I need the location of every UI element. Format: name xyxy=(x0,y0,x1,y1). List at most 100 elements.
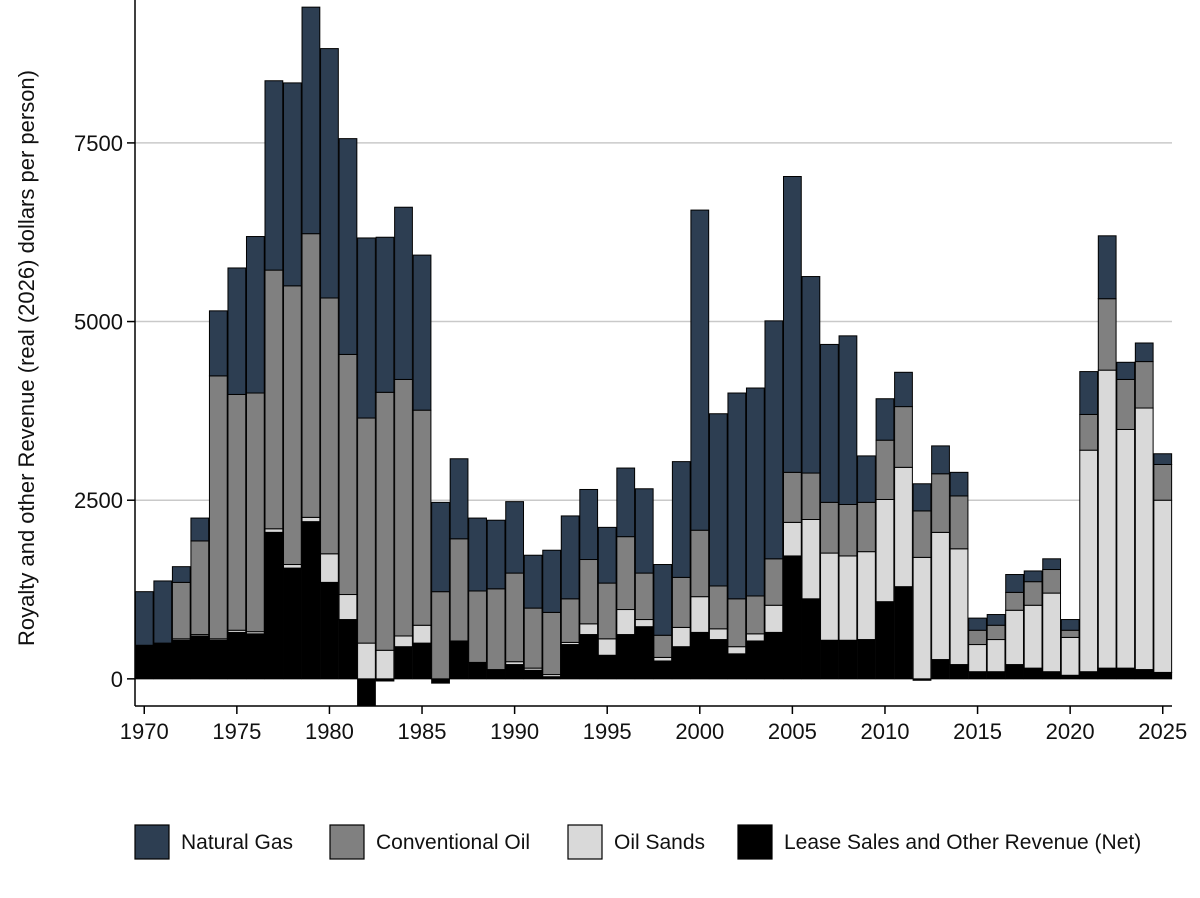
bar-1984-natural-gas xyxy=(394,206,413,380)
bar-2021-natural-gas xyxy=(1079,371,1099,415)
bar-2012-natural-gas xyxy=(912,483,932,512)
bar-1996-lease-sales-and-other-revenue-net xyxy=(616,634,636,680)
bar-2015-oil-sands xyxy=(968,644,987,673)
bar-1980-natural-gas xyxy=(320,48,339,299)
bar-1999-natural-gas xyxy=(671,461,691,578)
legend-label-natural-gas: Natural Gas xyxy=(181,831,293,854)
bar-2024-oil-sands xyxy=(1134,407,1154,671)
bar-1985-oil-sands xyxy=(412,624,432,644)
bar-1993-natural-gas xyxy=(560,515,580,600)
bar-2000-oil-sands xyxy=(690,596,710,633)
bar-1986-lease-sales-and-other-revenue-net xyxy=(431,678,450,684)
bar-1982-oil-sands xyxy=(357,642,376,680)
bar-2018-oil-sands xyxy=(1023,604,1043,669)
bar-2016-natural-gas xyxy=(986,614,1006,626)
bar-1978-lease-sales-and-other-revenue-net xyxy=(283,567,302,680)
bar-1974-conventional-oil xyxy=(208,375,228,640)
bar-1976-natural-gas xyxy=(245,236,265,394)
legend-swatch-natural-gas xyxy=(134,824,170,860)
bar-2014-conventional-oil xyxy=(949,495,969,550)
bar-2023-conventional-oil xyxy=(1116,378,1136,430)
bar-2010-oil-sands xyxy=(875,498,895,603)
bar-1982-lease-sales-and-other-revenue-net xyxy=(357,678,376,707)
bar-2013-conventional-oil xyxy=(931,473,950,533)
bar-1985-natural-gas xyxy=(412,254,432,411)
bar-2019-oil-sands xyxy=(1042,592,1062,673)
y-tick-label-5000: 5000 xyxy=(74,310,123,335)
bar-2025-oil-sands xyxy=(1153,499,1173,673)
bar-1973-lease-sales-and-other-revenue-net xyxy=(190,635,210,680)
bar-1980-lease-sales-and-other-revenue-net xyxy=(320,581,339,680)
bar-2009-oil-sands xyxy=(857,551,876,641)
bar-2022-lease-sales-and-other-revenue-net xyxy=(1097,667,1117,680)
x-tick-label-2000: 2000 xyxy=(675,719,724,744)
bar-2008-lease-sales-and-other-revenue-net xyxy=(838,639,858,680)
bar-1978-natural-gas xyxy=(283,82,302,287)
bar-1991-conventional-oil xyxy=(523,607,543,669)
legend: Natural Gas Conventional Oil Oil Sands Leas… xyxy=(134,824,1141,860)
bar-1977-natural-gas xyxy=(264,80,284,271)
bar-1995-natural-gas xyxy=(597,526,617,584)
bar-2009-natural-gas xyxy=(857,455,876,503)
ticks: 1970 1975 1980 1985 1990 1995 2000 2005 2010 2015… xyxy=(74,131,1187,744)
bar-1994-natural-gas xyxy=(579,488,599,561)
bar-2020-oil-sands xyxy=(1060,636,1080,676)
bar-1991-lease-sales-and-other-revenue-net xyxy=(523,669,543,680)
bar-2002-natural-gas xyxy=(727,392,747,600)
bar-2001-natural-gas xyxy=(708,413,728,587)
bar-2021-conventional-oil xyxy=(1079,413,1099,451)
x-tick-label-1995: 1995 xyxy=(583,719,632,744)
bar-2013-oil-sands xyxy=(931,531,950,661)
bar-2004-oil-sands xyxy=(764,604,784,633)
bar-1974-lease-sales-and-other-revenue-net xyxy=(208,639,228,680)
bar-2000-lease-sales-and-other-revenue-net xyxy=(690,631,710,680)
bar-2022-oil-sands xyxy=(1097,369,1117,669)
legend-label-lease-sales-and-other-revenue-net: Lease Sales and Other Revenue (Net) xyxy=(784,831,1141,854)
y-tick-label-7500: 7500 xyxy=(74,131,123,156)
bar-2016-conventional-oil xyxy=(986,624,1006,641)
bar-2025-lease-sales-and-other-revenue-net xyxy=(1153,671,1173,680)
bar-1996-oil-sands xyxy=(616,609,636,636)
x-tick-label-1985: 1985 xyxy=(398,719,447,744)
bar-1987-lease-sales-and-other-revenue-net xyxy=(449,640,469,680)
bars xyxy=(134,6,1173,707)
bar-2011-conventional-oil xyxy=(894,406,913,468)
bar-2022-conventional-oil xyxy=(1097,298,1117,371)
bar-1984-oil-sands xyxy=(394,635,413,648)
bar-1987-natural-gas xyxy=(449,458,469,540)
bar-2009-lease-sales-and-other-revenue-net xyxy=(857,639,876,680)
bar-1988-conventional-oil xyxy=(468,590,487,663)
bar-2002-conventional-oil xyxy=(727,598,747,648)
bar-2017-oil-sands xyxy=(1005,609,1024,666)
bar-1994-conventional-oil xyxy=(579,559,599,625)
bar-2020-lease-sales-and-other-revenue-net xyxy=(1060,674,1080,680)
bar-2012-conventional-oil xyxy=(912,510,932,558)
bar-1975-lease-sales-and-other-revenue-net xyxy=(227,631,247,680)
bar-2017-conventional-oil xyxy=(1005,591,1024,611)
bar-2023-lease-sales-and-other-revenue-net xyxy=(1116,667,1136,680)
x-tick-label-2020: 2020 xyxy=(1046,719,1095,744)
bar-1998-conventional-oil xyxy=(653,634,673,658)
bar-2005-conventional-oil xyxy=(782,471,802,523)
bar-1999-conventional-oil xyxy=(671,576,691,628)
bar-2007-lease-sales-and-other-revenue-net xyxy=(820,639,839,680)
bar-1976-conventional-oil xyxy=(245,392,265,633)
bar-2021-oil-sands xyxy=(1079,449,1099,673)
bar-1979-natural-gas xyxy=(301,6,321,235)
bar-2014-lease-sales-and-other-revenue-net xyxy=(949,664,969,680)
bar-1987-conventional-oil xyxy=(449,538,469,642)
legend-swatch-conventional-oil xyxy=(329,824,365,860)
x-tick-label-2005: 2005 xyxy=(768,719,817,744)
bar-2011-oil-sands xyxy=(894,466,913,588)
bar-2024-lease-sales-and-other-revenue-net xyxy=(1134,669,1154,680)
bar-2016-lease-sales-and-other-revenue-net xyxy=(986,671,1006,680)
bar-2003-natural-gas xyxy=(745,387,765,597)
bar-2002-oil-sands xyxy=(727,646,747,655)
bar-2010-lease-sales-and-other-revenue-net xyxy=(875,601,895,680)
bar-2017-natural-gas xyxy=(1005,574,1024,593)
bar-2021-lease-sales-and-other-revenue-net xyxy=(1079,671,1099,680)
bar-2002-lease-sales-and-other-revenue-net xyxy=(727,653,747,680)
bar-1995-conventional-oil xyxy=(597,582,617,640)
